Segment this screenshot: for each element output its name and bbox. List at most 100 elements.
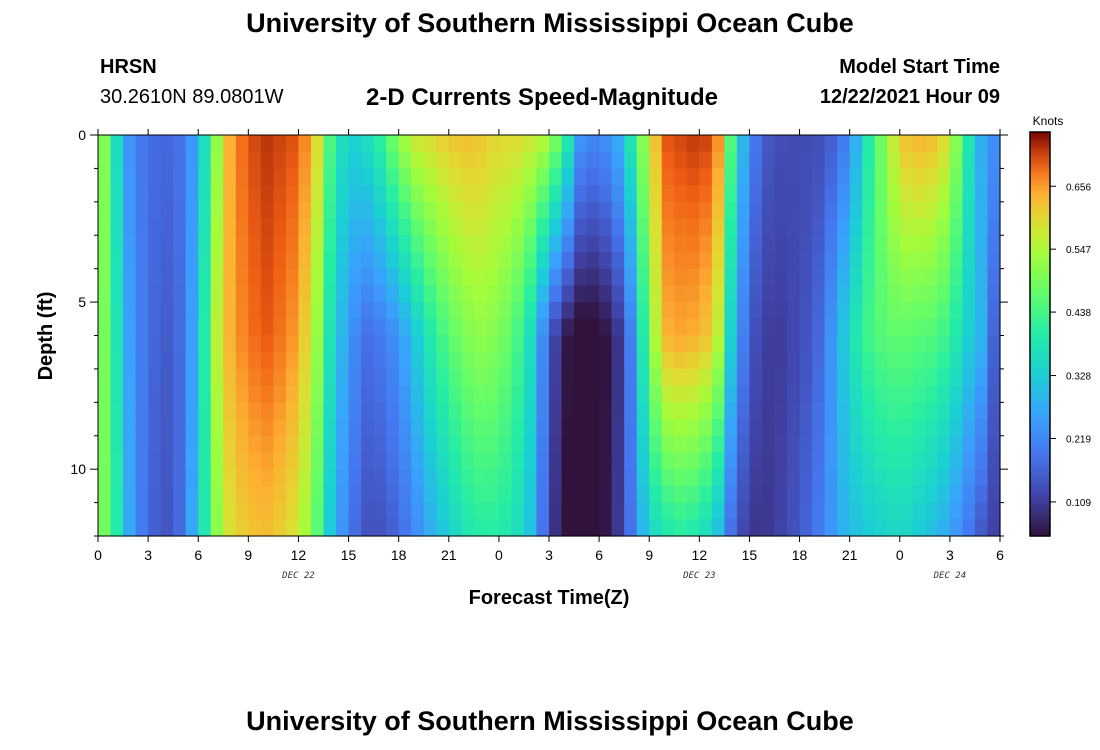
heatmap-cell: [210, 168, 224, 186]
heatmap-cell: [123, 419, 137, 437]
heatmap-cell: [686, 452, 700, 470]
heatmap-cell: [135, 268, 149, 286]
heatmap-cell: [761, 435, 776, 454]
heatmap-cell: [987, 419, 1001, 437]
heatmap-cell: [411, 452, 425, 470]
x-tick-label: 15: [742, 547, 758, 563]
heatmap-cell: [749, 235, 763, 253]
heatmap-cell: [962, 151, 976, 170]
heatmap-cell: [361, 435, 375, 454]
heatmap-cell: [736, 352, 751, 370]
heatmap-cell: [436, 218, 450, 236]
heatmap-cell: [198, 435, 212, 454]
heatmap-cell: [549, 135, 563, 153]
heatmap-cell: [899, 168, 913, 186]
heatmap-cell: [373, 251, 387, 270]
heatmap-cell: [862, 385, 876, 403]
heatmap-cell: [649, 285, 663, 303]
heatmap-cell: [549, 402, 563, 420]
heatmap-cell: [298, 251, 312, 270]
heatmap-cell: [924, 285, 938, 303]
heatmap-cell: [98, 368, 112, 387]
heatmap-cell: [235, 185, 249, 203]
heatmap-cell: [373, 168, 387, 186]
heatmap-cell: [586, 268, 600, 286]
heatmap-cell: [361, 385, 375, 403]
heatmap-cell: [749, 335, 763, 353]
heatmap-cell: [787, 218, 801, 236]
heatmap-cell: [173, 485, 187, 504]
heatmap-cell: [373, 452, 387, 470]
heatmap-cell: [298, 185, 312, 203]
heatmap-cell: [411, 151, 425, 170]
heatmap-cell: [185, 135, 199, 153]
heatmap-cell: [310, 335, 325, 353]
heatmap-cell: [198, 302, 212, 320]
heatmap-cell: [498, 419, 513, 437]
heatmap-cell: [924, 168, 938, 186]
heatmap-cell: [373, 201, 387, 220]
heatmap-cell: [799, 201, 813, 220]
heatmap-cell: [774, 352, 788, 370]
heatmap-cell: [436, 485, 450, 504]
heatmap-cell: [724, 485, 738, 504]
heatmap-cell: [210, 352, 224, 370]
heatmap-cell: [235, 151, 249, 170]
heatmap-cell: [536, 402, 550, 420]
heatmap-cell: [523, 352, 538, 370]
heatmap-cell: [624, 485, 638, 504]
heatmap-cell: [310, 519, 325, 537]
heatmap-cell: [874, 435, 888, 454]
heatmap-cell: [937, 485, 951, 504]
heatmap-cell: [849, 368, 863, 387]
heatmap-cell: [210, 235, 224, 253]
heatmap-cell: [523, 452, 538, 470]
heatmap-cell: [336, 135, 350, 153]
heatmap-cell: [711, 485, 725, 504]
heatmap-cell: [736, 185, 751, 203]
heatmap-cell: [198, 151, 212, 170]
heatmap-cell: [949, 502, 964, 520]
heatmap-cell: [235, 201, 249, 220]
heatmap-cell: [411, 385, 425, 403]
heatmap-cell: [498, 251, 513, 270]
heatmap-cell: [674, 185, 688, 203]
heatmap-cell: [248, 402, 262, 420]
heatmap-cell: [761, 402, 776, 420]
heatmap-cell: [423, 251, 437, 270]
heatmap-cell: [260, 318, 274, 337]
heatmap-cell: [824, 185, 838, 203]
heatmap-cell: [912, 135, 926, 153]
heatmap-cell: [98, 335, 112, 353]
heatmap-cell: [974, 185, 989, 203]
heatmap-cell: [699, 435, 713, 454]
heatmap-cell: [949, 368, 964, 387]
heatmap-cell: [461, 302, 475, 320]
heatmap-cell: [987, 302, 1001, 320]
heatmap-cell: [937, 519, 951, 537]
heatmap-cell: [348, 435, 362, 454]
heatmap-cell: [260, 302, 274, 320]
heatmap-cell: [561, 419, 575, 437]
heatmap-cell: [285, 402, 300, 420]
axis-ticks: [90, 129, 1008, 542]
heatmap-cell: [574, 452, 588, 470]
heatmap-cell: [574, 502, 588, 520]
heatmap-cell: [436, 402, 450, 420]
heatmap-cell: [436, 201, 450, 220]
heatmap-cell: [812, 251, 826, 270]
heatmap-cell: [987, 201, 1001, 220]
heatmap-cell: [924, 502, 938, 520]
heatmap-cell: [887, 519, 901, 537]
heatmap-cell: [736, 302, 751, 320]
heatmap-cell: [962, 235, 976, 253]
heatmap-cell: [511, 519, 525, 537]
heatmap-cell: [962, 168, 976, 186]
heatmap-cell: [611, 452, 625, 470]
x-tick-label: 6: [996, 547, 1004, 563]
heatmap-cell: [98, 318, 112, 337]
heatmap-cell: [736, 335, 751, 353]
heatmap-cell: [523, 201, 538, 220]
heatmap-cell: [298, 218, 312, 236]
heatmap-cell: [649, 318, 663, 337]
